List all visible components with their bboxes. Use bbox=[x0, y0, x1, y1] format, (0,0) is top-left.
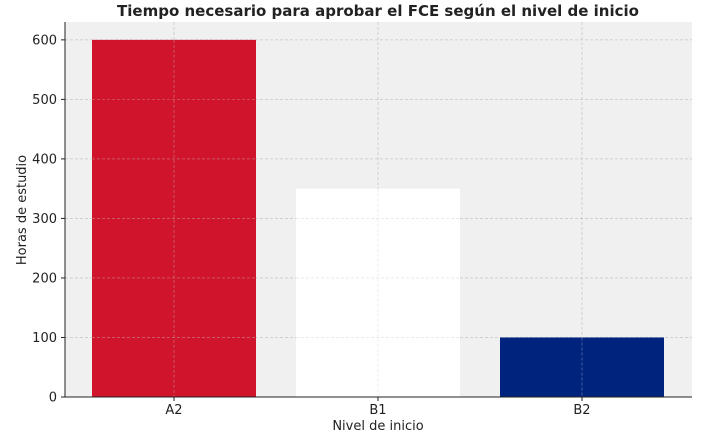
x-tick-label-a2: A2 bbox=[165, 403, 182, 418]
y-tick-label: 100 bbox=[32, 331, 57, 346]
bars bbox=[92, 39, 664, 397]
y-tick-label: 400 bbox=[32, 152, 57, 167]
chart-title: Tiempo necesario para aprobar el FCE seg… bbox=[117, 2, 639, 20]
y-tick-label: 200 bbox=[32, 271, 57, 286]
y-tick-label: 0 bbox=[49, 391, 57, 406]
bar-b2 bbox=[500, 337, 664, 397]
y-axis-label: Horas de estudio bbox=[15, 155, 30, 265]
y-tick-label: 600 bbox=[32, 33, 57, 48]
bar-b1 bbox=[296, 188, 460, 397]
x-tick-label-b1: B1 bbox=[369, 403, 386, 418]
y-ticks: 0 100 200 300 400 500 600 bbox=[32, 33, 65, 406]
y-tick-label: 500 bbox=[32, 93, 57, 108]
y-tick-label: 300 bbox=[32, 212, 57, 227]
x-ticks: A2 B1 B2 bbox=[165, 397, 591, 418]
x-tick-label-b2: B2 bbox=[573, 403, 590, 418]
x-axis-label: Nivel de inicio bbox=[332, 419, 423, 434]
